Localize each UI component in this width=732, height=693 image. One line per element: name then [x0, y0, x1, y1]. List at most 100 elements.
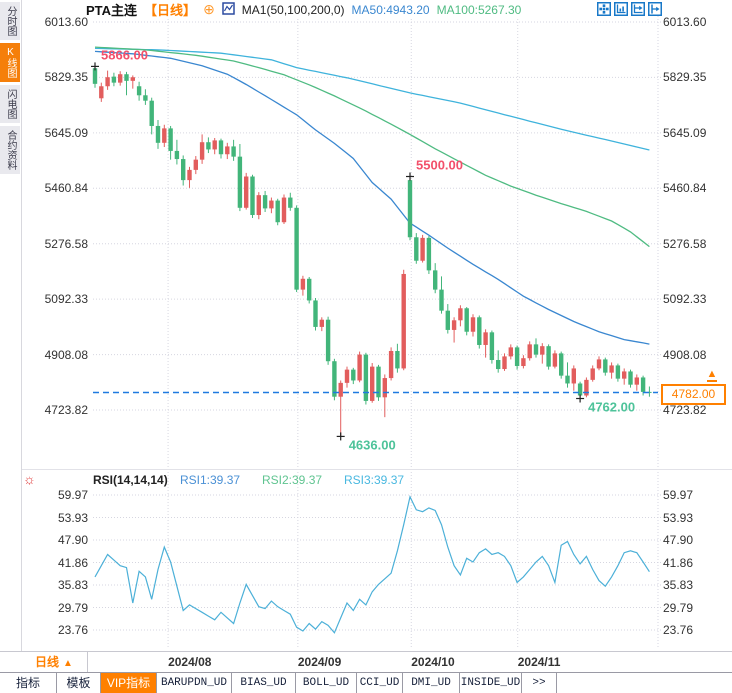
candle-body: [168, 128, 173, 151]
rsi-header: ☼ RSI(14,14,14) RSI1:39.37 RSI2:39.37 RS…: [0, 471, 732, 489]
sidebar-item-time-chart[interactable]: 分时图: [0, 2, 20, 40]
y-axis-scale-icon[interactable]: [614, 2, 628, 16]
candle-body: [199, 142, 205, 160]
rsi-line: [94, 494, 650, 634]
time-axis-label: 2024/08: [168, 655, 212, 669]
candle-body: [615, 365, 621, 379]
candle-body: [634, 377, 639, 385]
candle-body: [118, 74, 123, 83]
tab-cci-ud[interactable]: CCI_UD: [357, 673, 403, 693]
chevron-up-icon: ▲: [63, 658, 73, 669]
candle-body: [288, 197, 293, 208]
price-tick-label: 5092.33: [663, 292, 707, 307]
candle-body: [533, 344, 539, 355]
rsi-tick-label: 35.83: [663, 578, 694, 592]
period-selector[interactable]: 日线 ▲: [22, 652, 88, 672]
candle-body: [351, 369, 356, 381]
rsi-tick-label: 41.86: [57, 555, 88, 570]
indicator-tab-bar: 指标 模板 VIP指标 BARUPDN_UD BIAS_UD BOLL_UD C…: [0, 672, 732, 693]
panel-separator: [22, 469, 732, 470]
price-tick-label: 5276.58: [44, 236, 88, 251]
candle-body: [92, 68, 98, 84]
tab-dmi-ud[interactable]: DMI_UD: [403, 673, 460, 693]
time-axis-label: 2024/10: [411, 655, 455, 669]
candle-body: [231, 146, 236, 157]
candle-body: [527, 344, 532, 359]
tab-indicators[interactable]: 指标: [0, 673, 57, 693]
symbol-name: PTA主连: [86, 3, 138, 18]
candle-body: [470, 317, 476, 332]
candle-body: [577, 383, 583, 396]
period-label[interactable]: 【日线】: [144, 3, 197, 18]
candle-body: [647, 391, 652, 393]
period-selector-label: 日线: [35, 655, 60, 669]
last-price-arrow-icon: ▲: [706, 368, 718, 382]
candle-body: [206, 142, 211, 150]
candle-body: [155, 125, 161, 143]
chart-type-sidebar: 分时图 K线图 闪电图 合约资料: [0, 2, 21, 177]
candle-body: [590, 368, 595, 380]
candle-body: [622, 371, 627, 379]
candle-body: [382, 378, 387, 398]
low-price-label: 4762.00: [588, 400, 635, 415]
rsi-tick-label: 53.93: [57, 510, 88, 525]
candle-body: [628, 371, 633, 385]
ma50-line: [94, 50, 650, 345]
move-tool-icon[interactable]: [597, 2, 611, 16]
ma-settings-label: MA1(50,100,200,0): [241, 2, 345, 17]
candle-body: [256, 195, 261, 216]
tab-inside-ud[interactable]: INSIDE_UD: [460, 673, 522, 693]
candle-body: [584, 379, 589, 396]
rsi3-value-label: RSI3:39.37: [344, 473, 405, 487]
candle-body: [269, 200, 274, 209]
tab-boll-ud[interactable]: BOLL_UD: [296, 673, 357, 693]
time-axis-label: 2024/11: [517, 655, 561, 669]
high-price-label: 5500.00: [416, 158, 463, 173]
rsi-tick-label: 53.93: [663, 510, 694, 525]
ma100-line: [94, 46, 650, 248]
candle-body: [325, 319, 331, 362]
price-tick-label: 4723.82: [44, 403, 88, 417]
sidebar-item-contract-info[interactable]: 合约资料: [0, 126, 20, 174]
price-tick-label: 6013.60: [44, 15, 88, 29]
candle-body: [540, 346, 545, 355]
candle-body: [149, 100, 154, 126]
indicator-settings-icon[interactable]: ☼: [23, 471, 36, 487]
tab-vip-indicators[interactable]: VIP指标: [101, 673, 157, 693]
goto-latest-icon[interactable]: [648, 2, 662, 16]
candle-body: [401, 273, 406, 369]
tab-more[interactable]: >>: [522, 673, 557, 693]
tab-bias-ud[interactable]: BIAS_UD: [232, 673, 296, 693]
sidebar-item-flash-chart[interactable]: 闪电图: [0, 85, 20, 123]
candle-body: [124, 74, 129, 81]
chart-toolbar: [597, 2, 662, 16]
candle-body: [300, 278, 306, 290]
candle-body: [212, 140, 217, 150]
candle-body: [640, 377, 646, 392]
last-price-badge: 4782.00: [661, 384, 726, 405]
tab-templates[interactable]: 模板: [57, 673, 101, 693]
rsi-tick-label: 29.79: [663, 600, 694, 615]
candle-body: [609, 365, 614, 373]
candle-body: [262, 195, 268, 209]
rsi-tick-label: 59.97: [57, 488, 88, 502]
candle-body: [596, 359, 602, 369]
candle-body: [130, 77, 135, 81]
price-tick-label: 5829.35: [663, 70, 707, 85]
price-tick-label: 4908.08: [44, 347, 88, 362]
add-indicator-icon[interactable]: ⊕: [203, 1, 215, 17]
time-axis-row: [0, 651, 732, 672]
candle-body: [319, 319, 324, 327]
rsi-tick-label: 47.90: [57, 533, 88, 547]
sidebar-item-kline-chart[interactable]: K线图: [0, 43, 20, 82]
chart-header: PTA主连 【日线】 ⊕ MA1(50,100,200,0) MA50:4943…: [86, 1, 522, 18]
x-axis-scale-icon[interactable]: [631, 2, 645, 16]
price-tick-label: 5645.09: [663, 125, 707, 140]
tab-barupdn-ud[interactable]: BARUPDN_UD: [157, 673, 232, 693]
tab-bar-filler: [557, 673, 732, 693]
candle-body: [445, 310, 450, 330]
price-tick-label: 5460.84: [44, 181, 88, 196]
candle-body: [344, 369, 350, 383]
candle-body: [363, 354, 369, 401]
